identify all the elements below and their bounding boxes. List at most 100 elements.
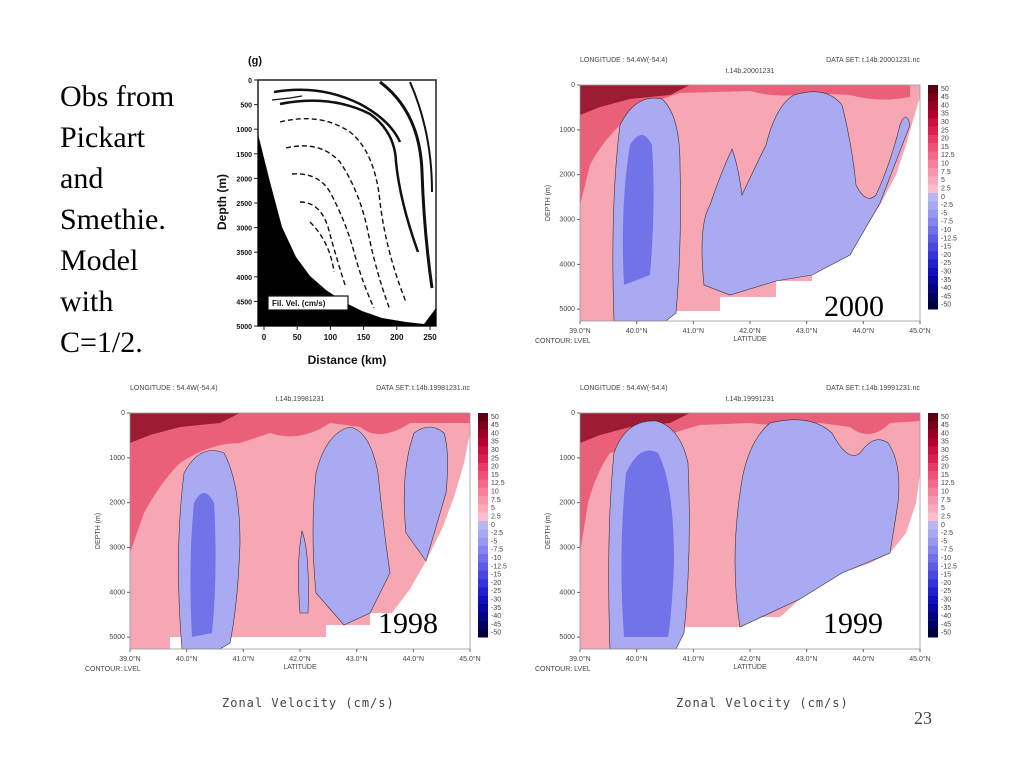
x-tick-label: 44.0°N: [853, 327, 874, 335]
colorbar-level-label: -35: [491, 605, 501, 612]
colorbar-level-label: 0: [491, 522, 495, 529]
negative-velocity-region: [312, 426, 391, 626]
model-header-longitude: LONGITUDE : 54.4W(-54.4): [130, 385, 218, 392]
colorbar-level-label: -12.5: [941, 235, 957, 242]
x-tick-label: 43.0°N: [796, 655, 817, 663]
y-tick-label: 5000: [559, 634, 575, 641]
negative-velocity-region: [403, 426, 448, 562]
negative-velocity-region: [298, 529, 309, 614]
colorbar-swatch: [928, 454, 938, 464]
colorbar-swatch: [928, 143, 938, 152]
x-tick-label: 45.0°N: [459, 655, 480, 663]
colorbar-level-label: 20: [491, 464, 499, 471]
x-tick-label: 44.0°N: [853, 655, 874, 663]
colorbar-swatch: [478, 437, 488, 447]
colorbar-swatch: [928, 421, 938, 430]
obs-bathymetry: [258, 134, 436, 326]
colorbar-swatch: [478, 628, 488, 638]
colorbar-level-label: 50: [941, 414, 949, 421]
colorbar-level-label: -2.5: [491, 530, 503, 537]
obs-y-tick-label: 2000: [236, 176, 252, 183]
colorbar-level-label: 10: [941, 489, 949, 496]
y-tick-label: 1000: [559, 455, 575, 462]
model-chart-1998: LONGITUDE : 54.4W(-54.4) DATA SET: t.14b.…: [85, 385, 507, 673]
colorbar-level-label: 40: [491, 430, 499, 437]
strong-positive-core: [580, 413, 690, 443]
colorbar-level-label: -20: [491, 580, 501, 587]
colorbar-level-label: -20: [941, 580, 951, 587]
colorbar-swatch: [928, 201, 938, 210]
obs-legend-box: [267, 295, 349, 311]
colorbar-swatch: [478, 512, 488, 522]
colorbar-level-label: -25: [491, 588, 501, 595]
colorbar-swatch: [928, 226, 938, 235]
colorbar-level-label: -2.5: [941, 530, 953, 537]
colorbar-swatch: [928, 101, 938, 111]
colorbar-swatch: [928, 413, 938, 422]
obs-y-tick-label: 3500: [236, 250, 252, 257]
obs-y-tick-label: 5000: [236, 324, 252, 331]
colorbar-level-label: -7.5: [491, 547, 503, 554]
y-tick-label: 0: [121, 410, 125, 417]
y-tick-label: 0: [571, 410, 575, 417]
model-plot-area: [579, 84, 921, 322]
colorbar-level-label: 45: [941, 422, 949, 429]
strong-negative-core: [622, 135, 654, 285]
strong-positive-core: [130, 413, 240, 443]
colorbar-swatch: [478, 504, 488, 513]
colorbar-level-label: 25: [941, 455, 949, 462]
colorbar-swatch: [928, 118, 938, 127]
obs-legend-label: Fil. Vel. (cm/s): [272, 299, 326, 308]
colorbar-level-label: -25: [941, 260, 951, 267]
x-axis-label: LATITUDE: [283, 664, 317, 671]
x-tick-label: 39.0°N: [119, 655, 140, 663]
y-tick-label: 1000: [559, 127, 575, 134]
model-panel-1999: LONGITUDE : 54.4W(-54.4) DATA SET: t.14b.…: [535, 378, 960, 693]
colorbar-swatch: [928, 437, 938, 447]
colorbar-level-label: 5: [491, 505, 495, 512]
y-tick-label: 0: [571, 82, 575, 89]
colorbar-swatch: [928, 446, 938, 455]
obs-x-tick-label: 100: [324, 333, 338, 342]
colorbar-swatch: [928, 168, 938, 177]
obs-y-tick-label: 2500: [236, 201, 252, 208]
colorbar-level-label: 10: [941, 161, 949, 168]
colorbar-level-label: 35: [491, 439, 499, 446]
model-subtitle: t.14b.20001231: [726, 68, 775, 75]
negative-velocity-region: [701, 91, 911, 296]
colorbar-level-label: -40: [941, 285, 951, 292]
x-tick-label: 45.0°N: [909, 327, 930, 335]
colorbar-level-label: 7.5: [941, 169, 951, 176]
colorbar-level-label: 35: [941, 439, 949, 446]
colorbar-level-label: -5: [941, 538, 947, 545]
colorbar-level-label: 50: [491, 414, 499, 421]
colorbar-swatch: [478, 421, 488, 430]
colorbar-level-label: 5: [941, 505, 945, 512]
colorbar-level-label: -15: [941, 572, 951, 579]
colorbar-swatch: [478, 595, 488, 605]
y-tick-label: 3000: [559, 217, 575, 224]
colorbar-level-label: -30: [491, 596, 501, 603]
x-tick-label: 43.0°N: [346, 655, 367, 663]
strong-negative-core: [190, 493, 216, 637]
y-axis-label: DEPTH (m): [545, 513, 552, 549]
colorbar-level-label: 40: [941, 430, 949, 437]
colorbar-level-label: -25: [941, 588, 951, 595]
colorbar-swatch: [928, 462, 938, 472]
colorbar-swatch: [928, 595, 938, 605]
colorbar-swatch: [928, 471, 938, 480]
colorbar-swatch: [928, 275, 938, 285]
colorbar-level-label: 7.5: [941, 497, 951, 504]
colorbar-swatch: [928, 496, 938, 505]
x-tick-label: 43.0°N: [796, 327, 817, 335]
contour-footer: CONTOUR: LVEL: [535, 666, 591, 673]
colorbar-level-label: -45: [941, 293, 951, 300]
colorbar-level-label: 40: [941, 102, 949, 109]
obs-x-ticks: 0 50 100 150 200 250: [262, 326, 437, 342]
model-header-longitude: LONGITUDE : 54.4W(-54.4): [580, 57, 668, 64]
model-chart-1999: LONGITUDE : 54.4W(-54.4) DATA SET: t.14b.…: [535, 385, 957, 673]
year-label-1999: 1999: [823, 607, 883, 640]
obs-y-tick-label: 4000: [236, 275, 252, 282]
y-tick-label: 4000: [109, 589, 125, 596]
colorbar-swatch: [928, 620, 938, 630]
